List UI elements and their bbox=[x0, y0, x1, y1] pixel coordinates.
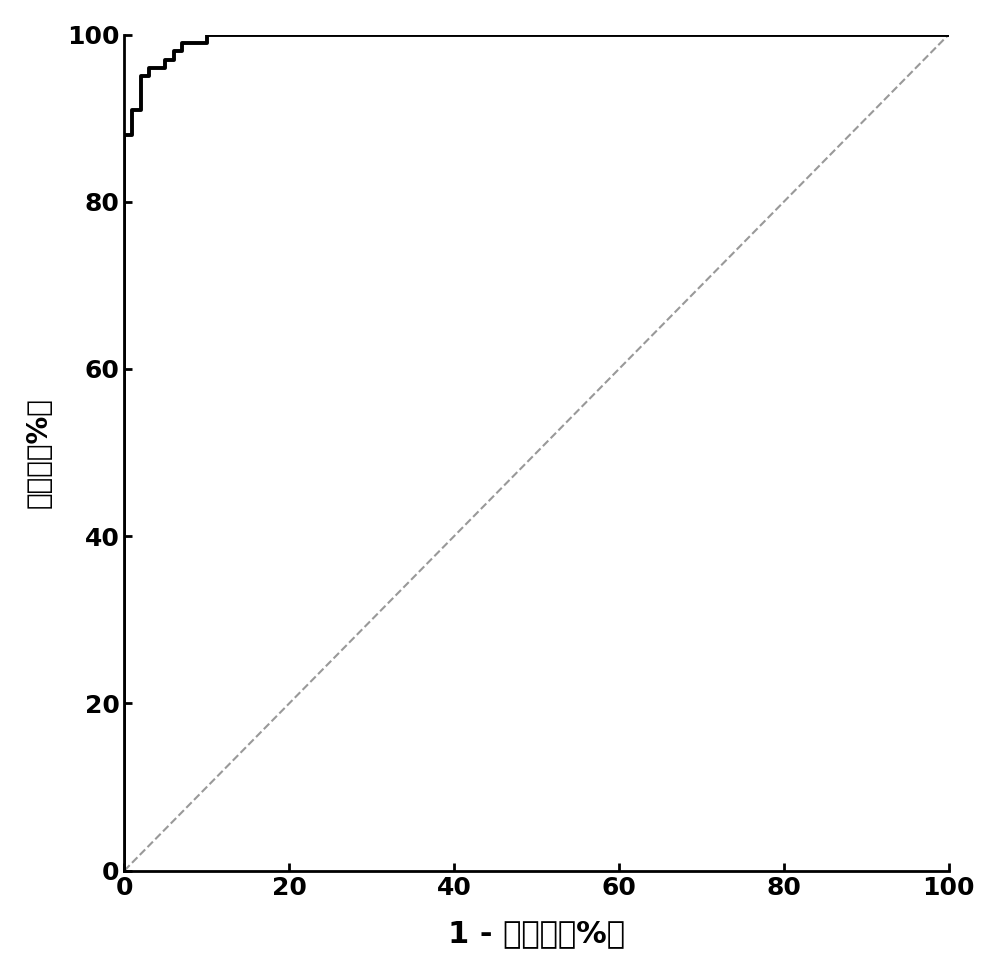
X-axis label: 1 - 特异性（%）: 1 - 特异性（%） bbox=[448, 919, 625, 948]
Y-axis label: 敏感性（%）: 敏感性（%） bbox=[25, 397, 53, 508]
